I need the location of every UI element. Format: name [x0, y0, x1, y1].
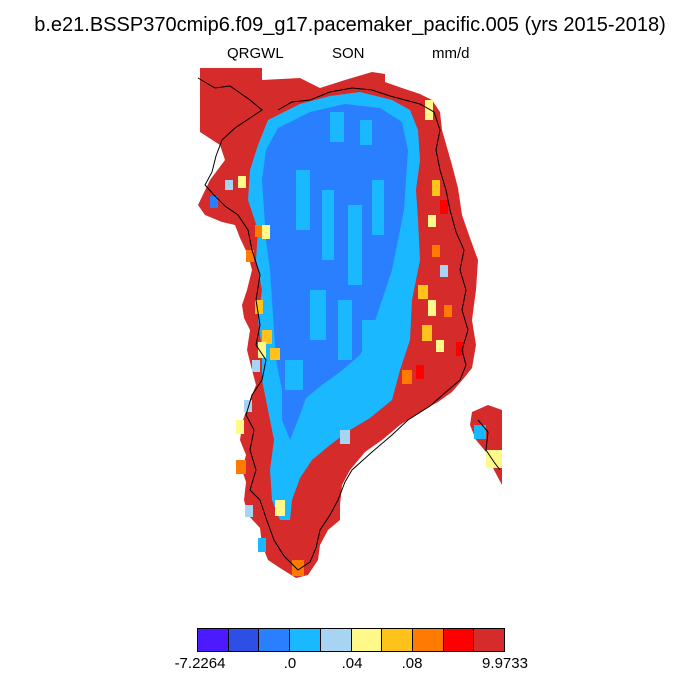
island-region: [470, 405, 502, 485]
colorbar-label-008: .08: [401, 655, 423, 672]
coastline: [197, 77, 501, 571]
season-label: SON: [332, 45, 365, 62]
units-label: mm/d: [432, 45, 470, 62]
colorbar-swatch-6: [382, 629, 413, 651]
colorbar-swatch-5: [351, 629, 383, 651]
colorbar-label-zero: .0: [283, 655, 297, 672]
colorbar-swatch-4: [320, 629, 352, 651]
colorbar-swatch-7: [412, 629, 444, 651]
variable-label: QRGWL: [227, 45, 284, 62]
margin-cells: [210, 100, 464, 576]
colorbar-swatch-2: [259, 629, 291, 651]
colorbar-swatch-9: [474, 629, 505, 651]
colorbar: [197, 628, 505, 652]
colorbar-swatch-1: [228, 629, 260, 651]
interior-sky-patches: [285, 112, 384, 390]
map-title: b.e21.BSSP370cmip6.f09_g17.pacemaker_pac…: [34, 14, 666, 36]
island-yellow-cell: [486, 450, 502, 468]
colorbar-swatch-3: [290, 629, 321, 651]
colorbar-swatch-0: [198, 629, 229, 651]
colorbar-label-max: 9.9733: [482, 655, 528, 672]
colorbar-swatch-8: [443, 629, 475, 651]
colorbar-label-min: -7.2264: [174, 655, 226, 672]
colorbar-label-004: .04: [341, 655, 363, 672]
island-blue-cell: [474, 425, 486, 439]
